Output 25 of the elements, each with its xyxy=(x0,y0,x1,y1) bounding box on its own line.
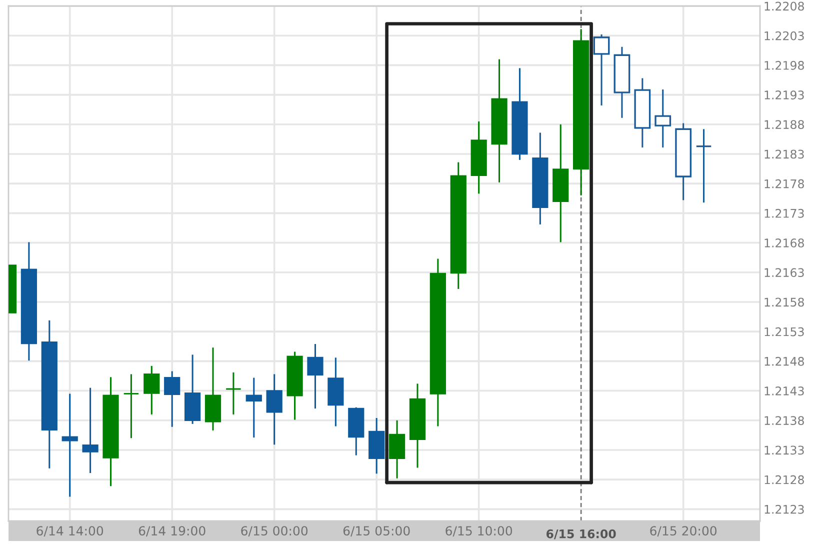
x-tick-label: 6/14 19:00 xyxy=(138,526,206,537)
y-tick-label: 1.2168 xyxy=(764,238,804,248)
y-tick-label: 1.2208 xyxy=(764,2,804,11)
y-tick-label: 1.2173 xyxy=(764,208,804,218)
y-tick-label: 1.2148 xyxy=(764,356,804,366)
y-tick-label: 1.2138 xyxy=(764,416,804,426)
y-tick-label: 1.2193 xyxy=(764,90,804,100)
x-tick-label: 6/14 14:00 xyxy=(36,526,104,537)
y-tick-label: 1.2153 xyxy=(764,327,804,336)
x-tick-label: 6/15 20:00 xyxy=(650,526,717,537)
x-tick-label: 6/15 00:00 xyxy=(241,526,308,537)
y-tick-label: 1.2143 xyxy=(764,386,804,396)
y-tick-label: 1.2203 xyxy=(764,31,804,40)
y-tick-label: 1.2128 xyxy=(764,475,804,484)
y-tick-label: 1.2188 xyxy=(764,120,804,130)
x-tick-label: 6/15 05:00 xyxy=(343,526,410,537)
y-tick-label: 1.2163 xyxy=(764,268,804,278)
ref-line-label: 6/15 16:00 xyxy=(546,529,616,540)
y-tick-label: 1.2198 xyxy=(764,60,804,70)
y-tick-label: 1.2178 xyxy=(764,179,804,188)
x-tick-label: 6/15 10:00 xyxy=(446,526,512,537)
y-tick-label: 1.2133 xyxy=(764,446,804,455)
y-tick-label: 1.2123 xyxy=(764,504,804,514)
y-tick-label: 1.2158 xyxy=(764,298,804,307)
y-tick-label: 1.2183 xyxy=(764,150,804,159)
